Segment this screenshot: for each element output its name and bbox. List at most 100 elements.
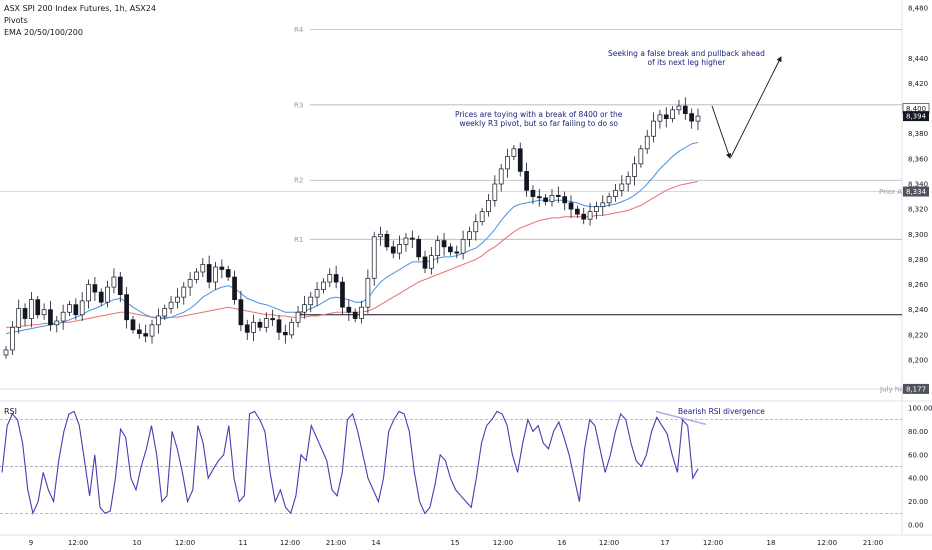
ema-slow-line <box>6 181 699 328</box>
time-tick-label: 12:00 <box>175 539 195 547</box>
rsi-tick-label: 0.00 <box>908 522 924 530</box>
annotation-toying: Prices are toying with a break of 8400 o… <box>455 110 623 128</box>
indicator-ema[interactable]: EMA 20/50/100/200 <box>4 28 83 37</box>
candle-body <box>505 155 510 170</box>
candle-body <box>206 264 212 283</box>
indicator-pivots[interactable]: Pivots <box>4 16 28 25</box>
candle-body <box>492 183 498 201</box>
candle-body <box>67 304 72 313</box>
price-axis[interactable]: 8,480 8,440 8,420 8,400 8,380 8,360 8,340 8,320… <box>902 5 930 394</box>
price-tick-label: 8,220 <box>908 331 928 339</box>
rsi-label[interactable]: RSI <box>4 407 17 416</box>
candle-body <box>263 318 269 328</box>
time-tick-label: 12:00 <box>280 539 300 547</box>
r3-price-tag-bg <box>903 103 929 114</box>
candle-body <box>111 276 117 288</box>
time-tick-label: 21:00 <box>863 539 883 547</box>
candle-body <box>460 238 466 254</box>
time-tick-label: 9 <box>29 539 33 547</box>
candle-body <box>257 321 263 328</box>
candle-body <box>365 277 371 308</box>
price-tick-label: 8,320 <box>908 206 928 214</box>
candle-body <box>162 308 168 317</box>
candle-body <box>16 308 22 328</box>
candle-body <box>232 276 237 301</box>
candle-body <box>536 196 542 199</box>
candle-body <box>555 194 561 197</box>
prior-ath-label: Prior ATH <box>879 188 911 196</box>
rsi-tick-label: 60.00 <box>908 451 928 459</box>
candle-body <box>352 311 358 319</box>
up-arrow <box>730 56 782 158</box>
ema-fast-line <box>5 142 699 335</box>
time-tick-label: 16 <box>558 539 567 547</box>
annotation-divergence: Bearish RSI divergence <box>678 407 765 416</box>
candle-body <box>600 202 606 207</box>
candle-body <box>625 176 631 185</box>
rsi-tick-label: 100.00 <box>908 405 932 413</box>
july-high-price-tag-bg <box>903 383 929 394</box>
time-tick-label: 15 <box>451 539 460 547</box>
candle-body <box>105 286 110 303</box>
candle-body <box>86 284 91 302</box>
candle-body <box>289 321 295 336</box>
rsi-panel: 100.00 80.00 60.00 40.00 20.00 0.00 <box>0 405 932 530</box>
candle-body <box>695 115 701 122</box>
candle-body <box>54 320 60 326</box>
candle-body <box>346 306 352 313</box>
candle-body <box>60 311 66 322</box>
candle-body <box>41 309 47 316</box>
candle-body <box>48 309 53 326</box>
ema-lines <box>5 142 699 335</box>
pivot-label-r3: R3 <box>294 101 303 109</box>
r3-price-tag: 8,400 <box>906 105 926 113</box>
candle-body <box>219 266 225 270</box>
candle-body <box>644 135 650 150</box>
candle-body <box>657 114 663 122</box>
time-axis[interactable]: 9 12:00 10 12:00 11 12:00 21:00 14 15 12:00 16 12:0… <box>29 539 883 547</box>
candle-body <box>594 206 599 213</box>
rsi-legend: RSI <box>4 406 17 418</box>
candle-body <box>670 109 675 119</box>
candle-body <box>448 246 453 253</box>
candle-body <box>575 208 580 215</box>
candle-body <box>79 300 85 316</box>
candle-body <box>200 264 206 273</box>
candle-body <box>314 289 320 298</box>
candle-body <box>371 236 377 279</box>
time-tick-label: 12:00 <box>68 539 88 547</box>
time-tick-label: 10 <box>133 539 142 547</box>
price-tick-label: 8,480 <box>908 5 928 13</box>
candle-body <box>422 256 428 269</box>
candle-body <box>530 189 536 197</box>
last-price-tag: 8,394 <box>906 113 927 121</box>
symbol-title[interactable]: ASX SPI 200 Index Futures, 1h, ASX24 <box>4 4 156 13</box>
candle-body <box>682 105 688 114</box>
price-tick-label: 8,380 <box>908 130 928 138</box>
candle-body <box>524 171 529 191</box>
candle-body <box>619 183 625 191</box>
candle-body <box>663 114 669 119</box>
time-tick-label: 21:00 <box>326 539 346 547</box>
candle-body <box>73 304 79 316</box>
candle-body <box>613 189 618 197</box>
price-tick-label: 8,240 <box>908 306 928 314</box>
candle-body <box>333 274 339 283</box>
pivot-label-r1: R1 <box>294 236 303 244</box>
candle-body <box>251 321 256 333</box>
candles <box>3 97 701 359</box>
july-high-label: July high <box>879 385 910 393</box>
candle-body <box>562 196 568 204</box>
candle-body <box>302 304 307 313</box>
candle-body <box>295 311 301 323</box>
time-tick-label: 12:00 <box>817 539 837 547</box>
time-tick-label: 12:00 <box>599 539 619 547</box>
prior-ath-price-tag: 8,334 <box>906 188 927 196</box>
annotation-arrows <box>711 56 782 159</box>
candle-body <box>676 105 682 111</box>
candle-body <box>429 255 434 269</box>
candle-body <box>187 279 193 288</box>
time-tick-label: 11 <box>239 539 248 547</box>
price-tick-label: 8,360 <box>908 155 928 163</box>
